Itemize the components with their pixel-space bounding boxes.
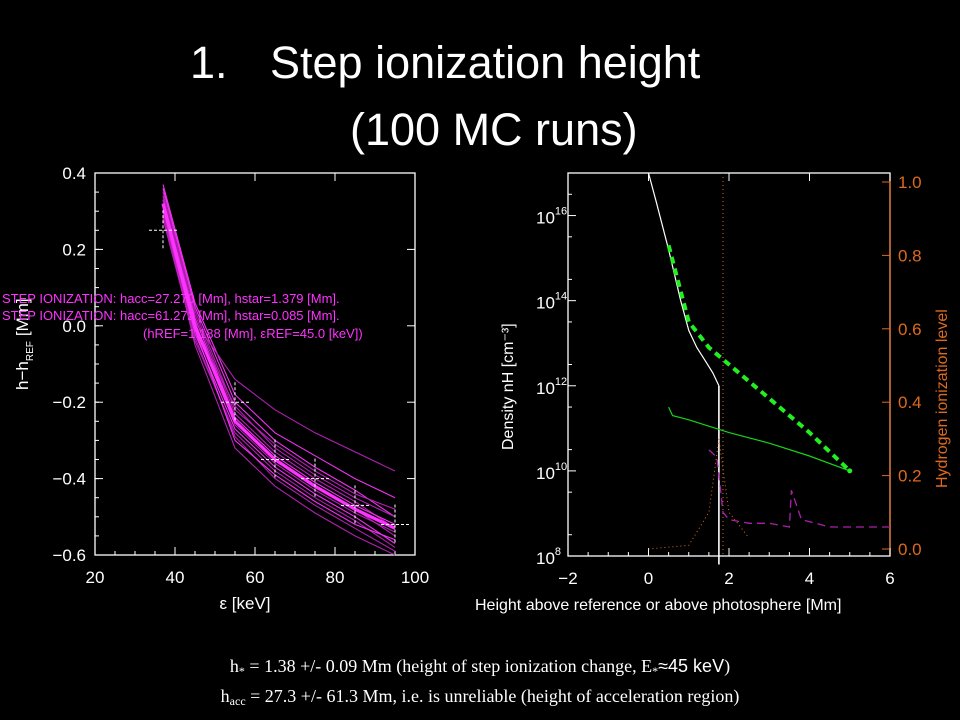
right-y-tick-label: 1012 bbox=[536, 376, 567, 398]
mc-run-line bbox=[162, 214, 396, 552]
annotation-line2: STEP IONIZATION: hacc=61.272 [Mm], hstar… bbox=[2, 308, 340, 323]
dotted-orange-line bbox=[648, 438, 750, 550]
right-y-label-left: Density nH [cm⁻³] bbox=[500, 323, 517, 450]
dashed-green-fit-line bbox=[666, 244, 852, 473]
right-y-tick-label: 1014 bbox=[536, 291, 567, 313]
caption2-h: h bbox=[220, 686, 230, 706]
annotation-line1: STEP IONIZATION: hacc=27.270 [Mm], hstar… bbox=[2, 291, 340, 306]
right-yr-tick-label: 0.8 bbox=[898, 246, 922, 265]
right-x-tick-label: 4 bbox=[805, 569, 814, 588]
right-y-ticks-left: 108 1010 1012 1014 1016 bbox=[536, 193, 576, 568]
caption1-text: = 1.38 +/- 0.09 Mm (height of step ioniz… bbox=[244, 656, 653, 676]
right-x-tick-label: −2 bbox=[558, 569, 577, 588]
density-label: Density nH [cm⁻³] bbox=[500, 323, 517, 450]
caption1-sub2: * bbox=[652, 664, 659, 678]
left-annotations: STEP IONIZATION: hacc=27.270 [Mm], hstar… bbox=[2, 291, 363, 341]
right-y-tick-label: 1010 bbox=[536, 461, 567, 483]
annotation-line3: (hREF=1.188 [Mm], εREF=45.0 [keV]) bbox=[143, 326, 363, 341]
title-number: 1. bbox=[190, 37, 228, 88]
left-errorbars bbox=[149, 210, 409, 545]
left-x-tick-label: 20 bbox=[86, 568, 105, 587]
ionization-label: Hydrogen ionization level bbox=[934, 309, 951, 488]
caption2-text: = 27.3 +/- 61.3 Mm, i.e. is unreliable (… bbox=[245, 686, 740, 706]
dashed-magenta-line bbox=[708, 449, 890, 528]
right-x-ticks: −2 0 2 4 6 bbox=[558, 173, 895, 588]
mc-run-line bbox=[162, 184, 396, 499]
left-x-tick-label: 60 bbox=[246, 568, 265, 587]
solid-white-line bbox=[647, 172, 720, 387]
title-line2: (100 MC runs) bbox=[350, 104, 638, 155]
left-x-label: ε [keV] bbox=[219, 594, 270, 613]
svg-text:h−hREF[Mm]: h−hREF [Mm] bbox=[13, 298, 36, 390]
left-y-tick-label: −0.6 bbox=[52, 546, 86, 565]
right-yr-tick-label: 0.6 bbox=[898, 320, 922, 339]
left-chart: 20 40 60 80 100 −0.6 −0.4 −0.2 0.0 0.2 0.4 ε [keV… bbox=[2, 164, 429, 613]
right-series-group bbox=[647, 172, 890, 565]
caption2-sub: acc bbox=[229, 694, 246, 708]
right-x-tick-label: 2 bbox=[724, 569, 733, 588]
caption1-sub: * bbox=[238, 664, 245, 678]
left-y-label-unit: [Mm] bbox=[13, 298, 32, 336]
left-series-group bbox=[161, 184, 396, 556]
left-y-label-sub: REF bbox=[25, 341, 36, 361]
solid-green-line bbox=[668, 406, 851, 472]
left-y-label-main: h−h bbox=[13, 361, 32, 390]
left-y-ticks: −0.6 −0.4 −0.2 0.0 0.2 0.4 bbox=[52, 164, 415, 565]
right-yr-tick-label: 0.0 bbox=[898, 540, 922, 559]
right-y-label-right: Hydrogen ionization level bbox=[934, 309, 951, 488]
right-yr-tick-label: 0.2 bbox=[898, 467, 922, 486]
right-x-tick-label: 6 bbox=[885, 569, 894, 588]
left-y-tick-label: −0.4 bbox=[52, 470, 86, 489]
right-y-tick-label: 108 bbox=[536, 546, 561, 568]
mc-run-line bbox=[162, 211, 396, 556]
left-y-label: h−hREF [Mm] bbox=[13, 298, 36, 390]
fit-end-point bbox=[847, 468, 853, 474]
left-y-tick-label: −0.2 bbox=[52, 393, 86, 412]
left-x-ticks: 20 40 60 80 100 bbox=[86, 173, 429, 587]
caption1-end: ) bbox=[724, 656, 731, 676]
right-yr-tick-label: 0.4 bbox=[898, 393, 922, 412]
mc-run-line bbox=[162, 195, 396, 529]
right-x-tick-label: 0 bbox=[644, 569, 653, 588]
caption-line1: h* = 1.38 +/- 0.09 Mm (height of step io… bbox=[0, 656, 960, 679]
left-x-tick-label: 100 bbox=[401, 568, 429, 587]
mc-run-line bbox=[162, 218, 396, 548]
left-y-tick-label: 0.0 bbox=[62, 317, 86, 336]
left-y-tick-label: 0.2 bbox=[62, 240, 86, 259]
right-y-ticks-right: 0.0 0.2 0.4 0.6 0.8 1.0 bbox=[882, 173, 922, 559]
mc-run-line bbox=[162, 203, 396, 537]
title-line1: 1. Step ionization height bbox=[190, 34, 700, 92]
mc-run-line bbox=[162, 191, 396, 510]
caption1-h: h bbox=[229, 656, 239, 676]
right-yr-tick-label: 1.0 bbox=[898, 173, 922, 192]
title-text: Step ionization height bbox=[270, 37, 701, 88]
left-x-tick-label: 80 bbox=[326, 568, 345, 587]
caption-line2: hacc = 27.3 +/- 61.3 Mm, i.e. is unrelia… bbox=[0, 686, 960, 709]
left-x-tick-label: 40 bbox=[166, 568, 185, 587]
mc-run-line bbox=[162, 199, 396, 525]
left-y-tick-label: 0.4 bbox=[62, 164, 86, 183]
right-y-tick-label: 1016 bbox=[536, 206, 567, 228]
mean-line bbox=[161, 203, 396, 530]
caption1-approx: ≈45 keV bbox=[658, 656, 725, 676]
right-x-label: Height above reference or above photosph… bbox=[475, 597, 841, 614]
mc-run-line bbox=[162, 207, 396, 533]
